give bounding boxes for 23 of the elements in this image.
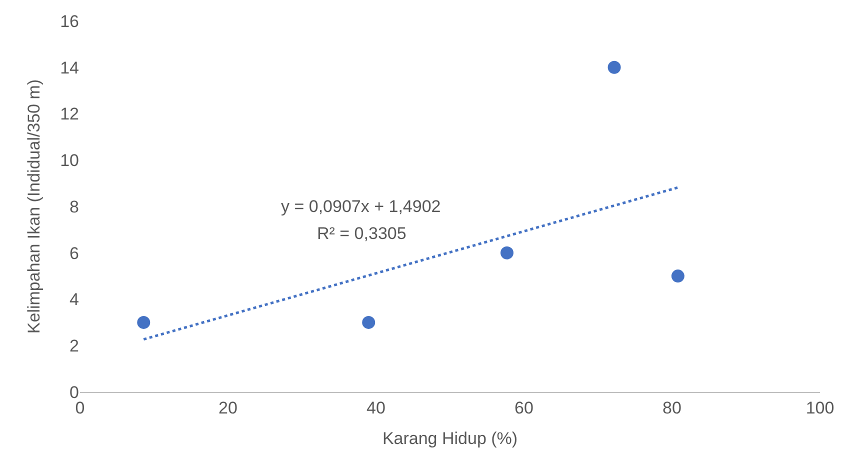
x-tick-label: 20 xyxy=(218,398,238,418)
x-axis-title: Karang Hidup (%) xyxy=(382,428,518,448)
point xyxy=(362,316,376,329)
point xyxy=(671,270,684,283)
annotation: y = 0,0907x + 1,4902 xyxy=(281,197,441,216)
y-tick-label: 10 xyxy=(60,151,79,170)
y-tick-label: 4 xyxy=(70,290,79,310)
x-tick-label: 80 xyxy=(662,398,682,418)
point xyxy=(500,246,514,260)
y-tick-label: 14 xyxy=(60,58,79,78)
point xyxy=(608,60,621,74)
y-tick-label: 0 xyxy=(70,382,79,402)
y-tick-label: 6 xyxy=(70,244,79,263)
y-tick-label: 12 xyxy=(60,104,79,124)
point xyxy=(137,316,150,329)
x-tick-label: 40 xyxy=(366,398,386,418)
y-tick-label: 8 xyxy=(70,197,79,216)
y-tick-label: 16 xyxy=(60,12,79,31)
annotation: R² = 0,3305 xyxy=(317,224,406,243)
y-axis-title: Kelimpahan Ikan (Indidual/350 m) xyxy=(24,79,44,334)
x-tick-label: 60 xyxy=(514,398,534,418)
x-tick-label: 100 xyxy=(806,398,834,418)
y-tick-label: 2 xyxy=(70,336,79,356)
